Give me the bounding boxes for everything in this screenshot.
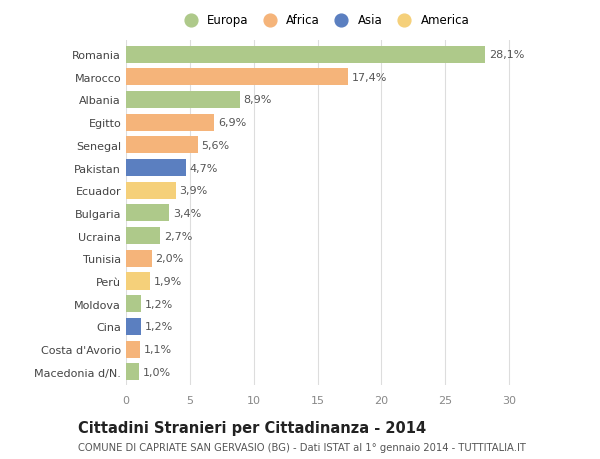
Text: 6,9%: 6,9%	[218, 118, 246, 128]
Bar	[126, 296, 142, 313]
Text: 8,9%: 8,9%	[244, 95, 272, 105]
Text: 1,2%: 1,2%	[145, 322, 173, 332]
Text: 2,0%: 2,0%	[155, 254, 184, 264]
Text: 1,9%: 1,9%	[154, 276, 182, 286]
Text: 1,0%: 1,0%	[143, 367, 171, 377]
Bar	[126, 182, 176, 199]
Text: 2,7%: 2,7%	[164, 231, 193, 241]
Text: 1,2%: 1,2%	[145, 299, 173, 309]
Bar	[126, 273, 150, 290]
Bar	[126, 160, 186, 177]
Bar	[126, 46, 485, 63]
Bar	[126, 250, 152, 267]
Bar	[126, 341, 140, 358]
Text: 3,9%: 3,9%	[179, 186, 208, 196]
Text: 3,4%: 3,4%	[173, 208, 202, 218]
Bar	[126, 92, 239, 109]
Text: 4,7%: 4,7%	[190, 163, 218, 173]
Bar	[126, 228, 160, 245]
Text: COMUNE DI CAPRIATE SAN GERVASIO (BG) - Dati ISTAT al 1° gennaio 2014 - TUTTITALI: COMUNE DI CAPRIATE SAN GERVASIO (BG) - D…	[78, 442, 526, 452]
Text: 5,6%: 5,6%	[202, 140, 229, 151]
Legend: Europa, Africa, Asia, America: Europa, Africa, Asia, America	[174, 10, 474, 32]
Bar	[126, 69, 348, 86]
Bar	[126, 318, 142, 335]
Bar	[126, 114, 214, 131]
Text: 1,1%: 1,1%	[144, 344, 172, 354]
Text: 17,4%: 17,4%	[352, 73, 388, 83]
Bar	[126, 364, 139, 381]
Text: Cittadini Stranieri per Cittadinanza - 2014: Cittadini Stranieri per Cittadinanza - 2…	[78, 420, 426, 435]
Bar	[126, 137, 197, 154]
Bar	[126, 205, 169, 222]
Text: 28,1%: 28,1%	[489, 50, 524, 60]
